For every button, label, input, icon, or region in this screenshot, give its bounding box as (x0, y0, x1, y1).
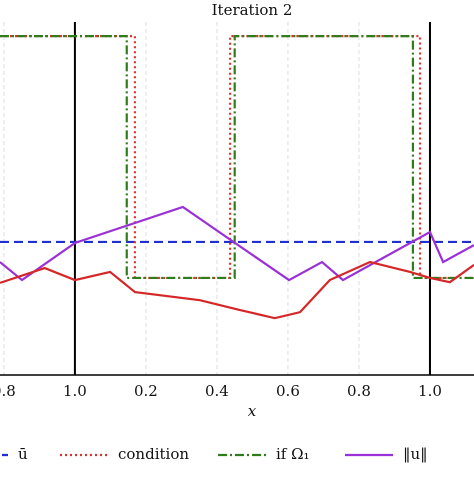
series-line (0, 205, 474, 282)
x-tick-label: 1.0 (63, 382, 87, 400)
x-tick-label: 0.8 (347, 382, 371, 400)
x-tick-label: 0.8 (0, 382, 16, 400)
series-line (0, 260, 474, 320)
legend-label: ‖u‖ (403, 445, 428, 463)
x-axis-label: x (248, 402, 257, 420)
x-tick-label: 0.4 (205, 382, 229, 400)
legend-label: if Ω₁ (276, 445, 310, 463)
chart-title: Iteration 2 (212, 1, 293, 19)
x-tick-label: 0.2 (134, 382, 158, 400)
x-tick-label: 1.0 (418, 382, 442, 400)
legend-label: condition (118, 445, 189, 463)
x-tick-label: 0.6 (276, 382, 300, 400)
legend-label: ū (18, 445, 28, 463)
series-line (0, 35, 474, 280)
